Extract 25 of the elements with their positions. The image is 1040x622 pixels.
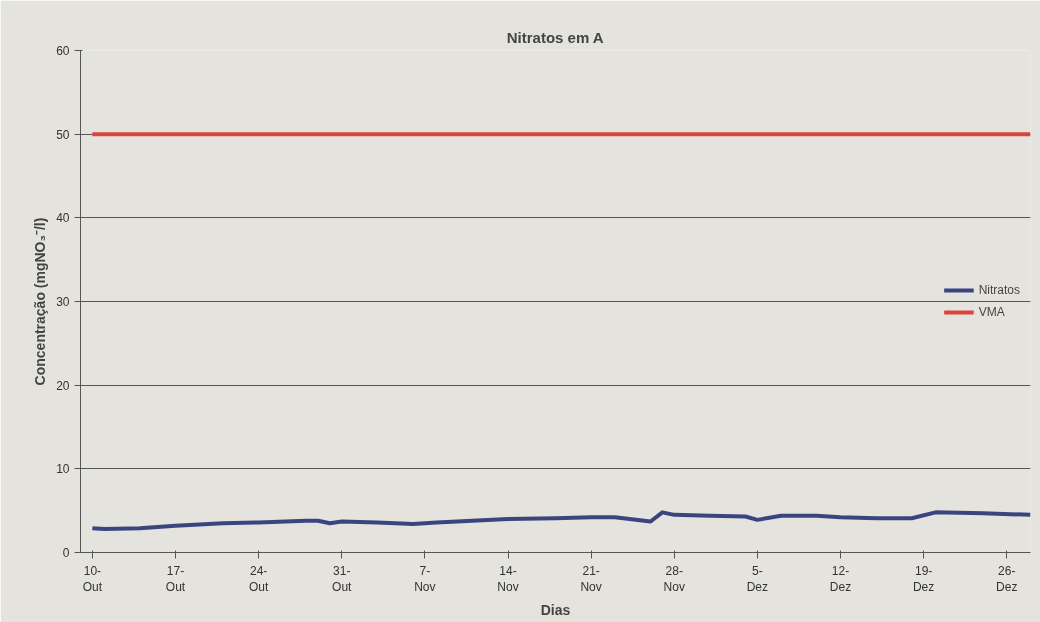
x-tick-label: 5- Dez [746,563,769,595]
chart-title: Nitratos em A [506,28,604,46]
x-tick-label: 21- Nov [580,563,602,595]
x-tick-label: 12- Dez [829,563,852,595]
x-tick-label: 14- Nov [497,563,519,595]
y-tick-label: 50 [56,127,70,142]
x-tick-label: 26- Dez [996,563,1018,595]
y-tick-label: 60 [56,44,70,58]
y-tick-label: 30 [56,295,70,309]
x-tick-label: 19- Dez [912,563,935,595]
y-tick-label: 0 [62,546,70,560]
line-series [90,510,1031,532]
y-tick-label: 20 [56,378,70,393]
x-tick-label: 7- Nov [414,563,436,595]
legend-label: Nitratos [978,283,1020,297]
x-tick-label: 31- Out [332,563,353,595]
y-axis-title: Concentração (mgNO₃⁻/l) [32,217,49,386]
x-tick-label: 28- Nov [663,563,685,595]
x-tick-label: 10- Out [82,563,103,595]
x-axis-title: Dias [540,602,571,619]
y-tick-label: 40 [56,211,70,226]
legend-label: VMA [978,305,1005,319]
y-tick-label: 10 [56,462,70,477]
x-tick-label: 17- Out [165,563,186,595]
x-tick-label: 24- Out [248,563,269,595]
